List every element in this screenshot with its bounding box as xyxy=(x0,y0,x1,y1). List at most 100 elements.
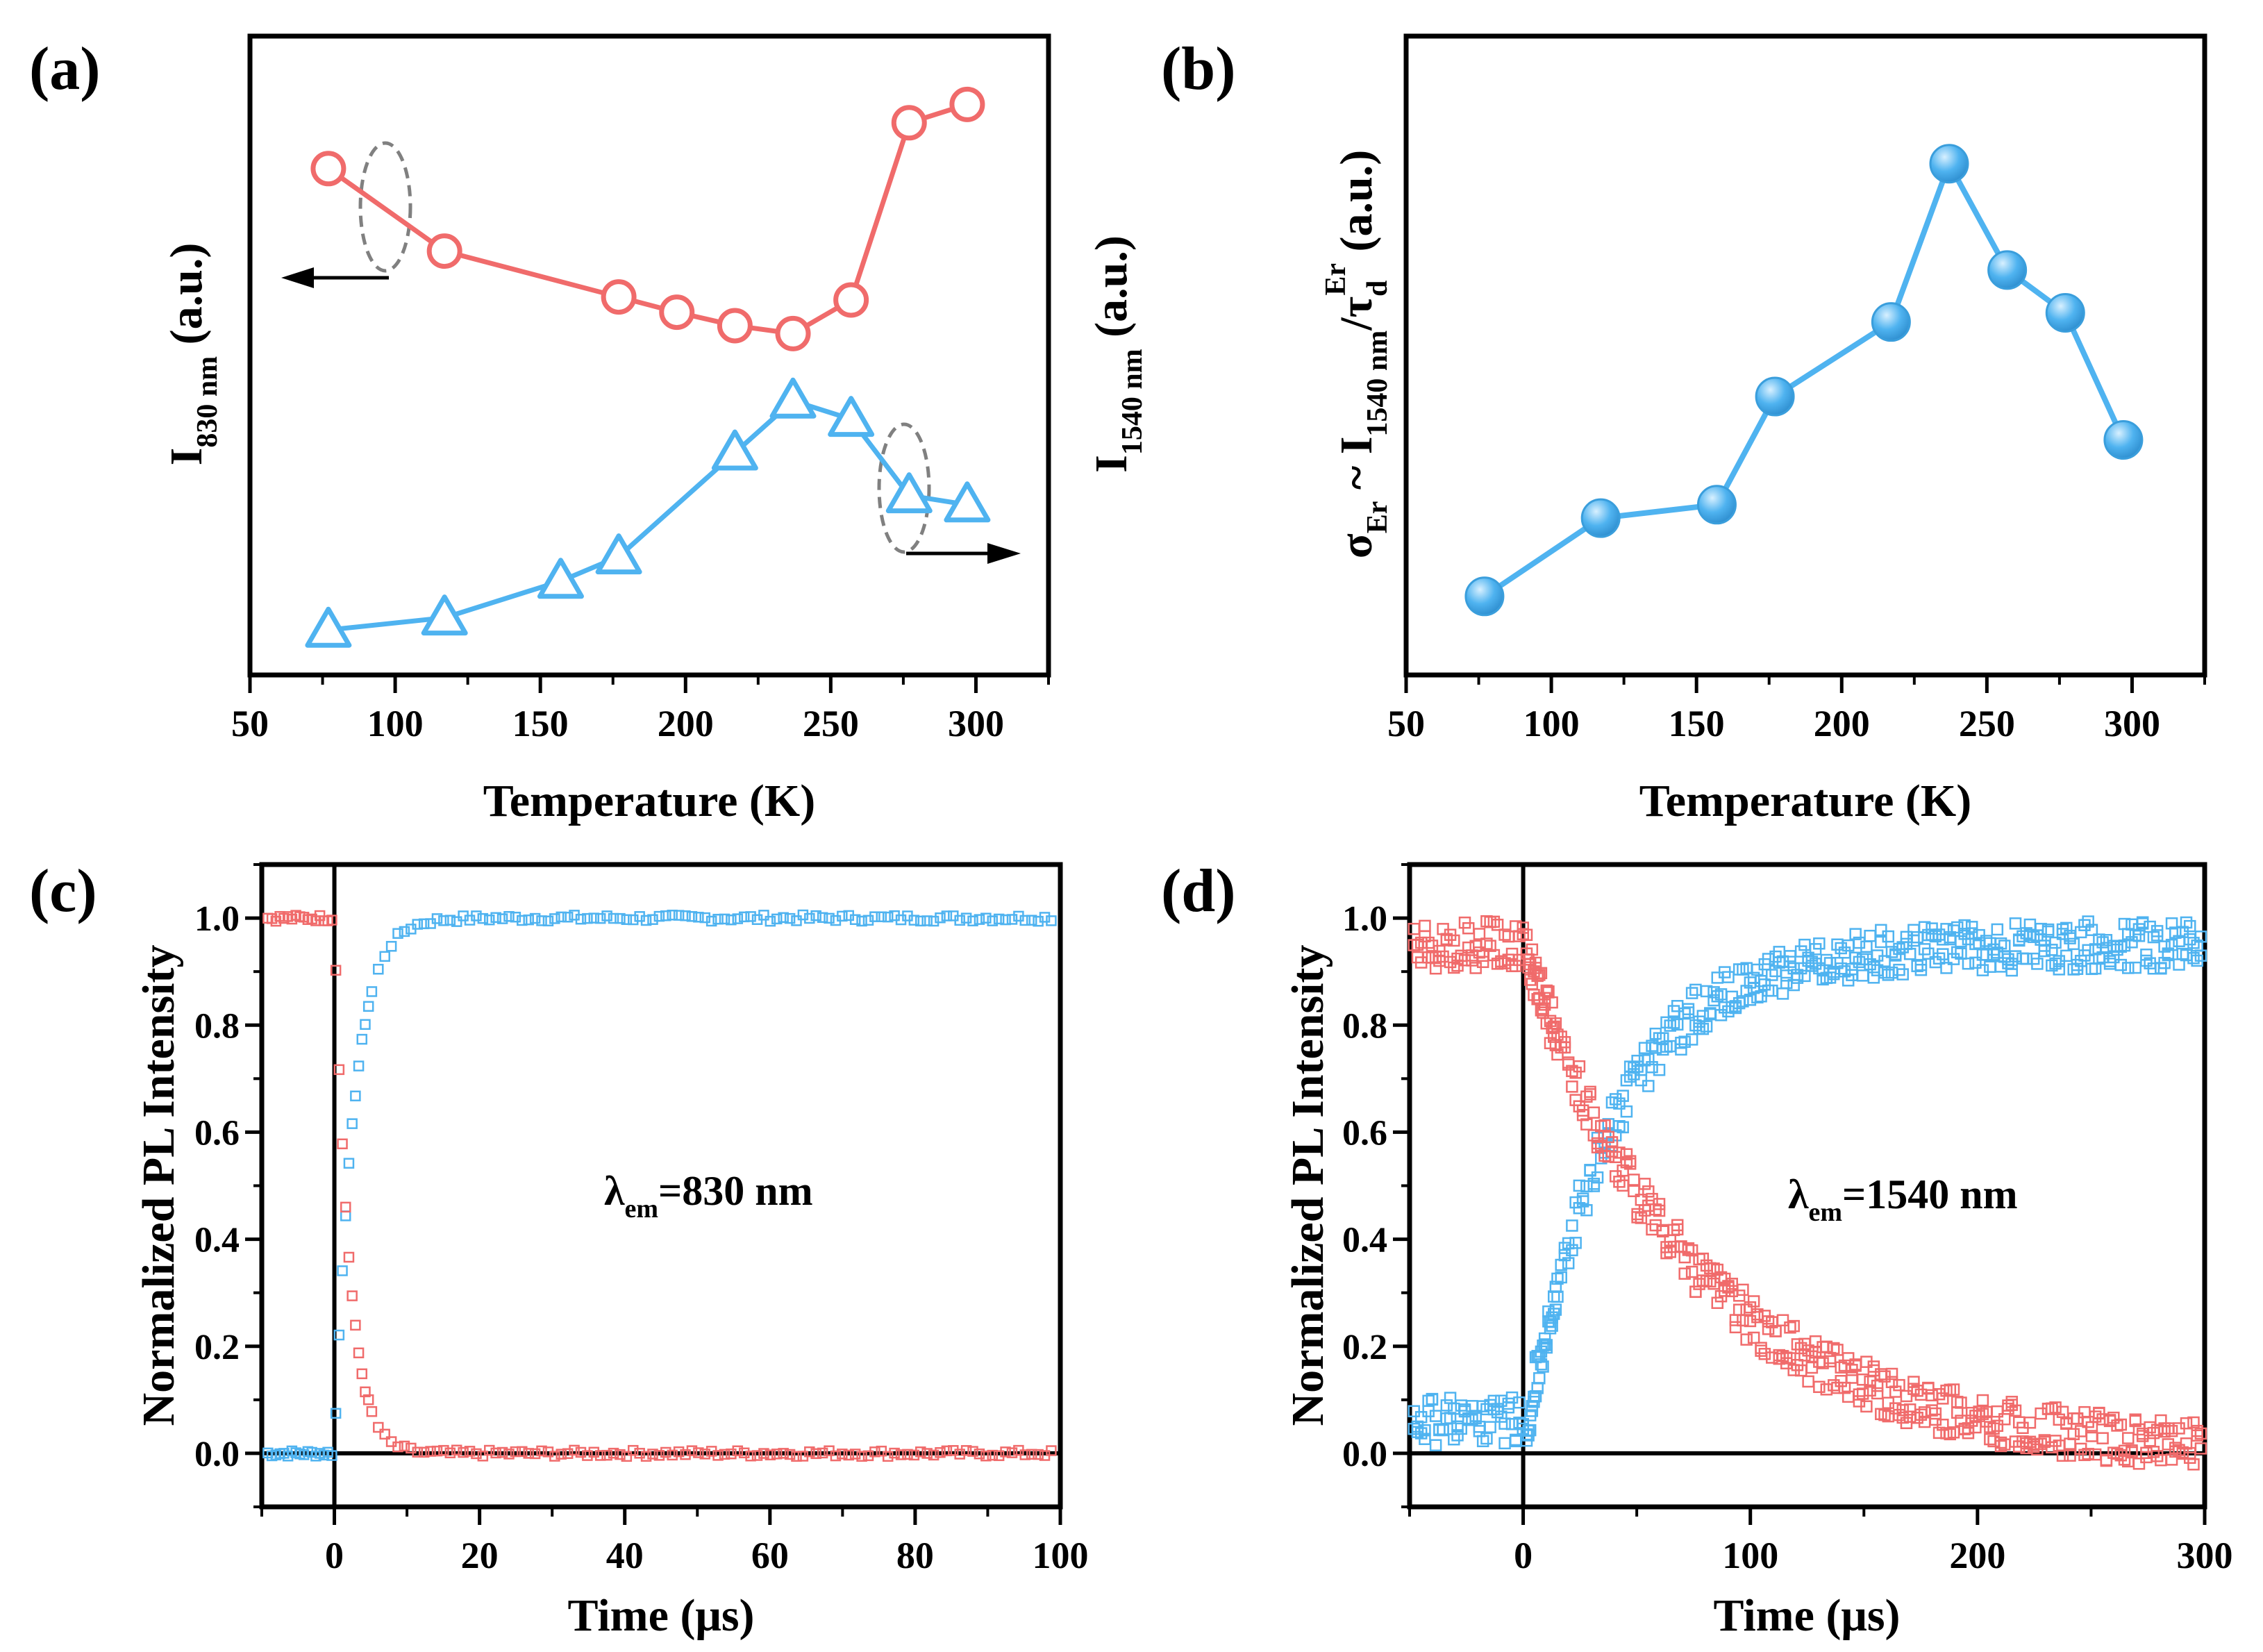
data-point xyxy=(1875,1408,1887,1421)
data-point xyxy=(2132,923,2146,935)
y-tick-label: 1.0 xyxy=(1342,899,1387,939)
data-point xyxy=(1882,930,1895,943)
data-point xyxy=(843,1449,854,1461)
data-point xyxy=(830,1450,842,1462)
plot-frame-b xyxy=(1403,33,2207,678)
y-tick-label: 0.6 xyxy=(194,1113,240,1153)
data-point xyxy=(1569,1196,1582,1209)
panel-label-a: (a) xyxy=(29,35,101,103)
series-rise-d xyxy=(1408,915,2207,1451)
data-point xyxy=(837,910,848,922)
data-point xyxy=(2002,1399,2014,1412)
data-point xyxy=(621,914,633,926)
data-point xyxy=(1755,1344,1767,1357)
data-point xyxy=(1907,924,1920,937)
data-point xyxy=(1540,1341,1553,1354)
data-point xyxy=(647,914,658,925)
data-point xyxy=(1998,1413,2011,1426)
data-point xyxy=(1653,1032,1666,1044)
data-point xyxy=(549,1451,560,1462)
data-point xyxy=(1620,1105,1633,1118)
data-point xyxy=(1856,1373,1869,1386)
data-point xyxy=(1911,960,1923,972)
data-point xyxy=(1505,960,1519,972)
data-point xyxy=(1411,938,1424,951)
data-point xyxy=(2009,950,2022,962)
data-point xyxy=(1965,921,1978,933)
data-point xyxy=(2071,1412,2084,1425)
data-point xyxy=(1623,1155,1637,1167)
data-point xyxy=(765,1449,776,1460)
y-tick-label: 0.8 xyxy=(1342,1006,1387,1046)
data-point xyxy=(503,911,515,922)
data-point xyxy=(1520,1428,1533,1441)
data-point xyxy=(1751,1308,1764,1321)
data-point xyxy=(1480,937,1493,950)
data-point xyxy=(1965,1415,1978,1427)
data-point xyxy=(1580,1118,1593,1130)
x-tick-label: 100 xyxy=(367,703,424,744)
data-point xyxy=(1820,1383,1833,1396)
data-point xyxy=(1419,919,1431,933)
data-point xyxy=(330,1408,342,1419)
data-point xyxy=(1537,1339,1549,1352)
data-point xyxy=(1531,969,1544,983)
data-point xyxy=(2071,958,2084,971)
data-point xyxy=(1937,1392,1949,1405)
data-point xyxy=(1502,1397,1515,1410)
x-axis-label-d: Time (μs) xyxy=(1714,1590,1901,1641)
data-point xyxy=(1776,987,1789,1000)
data-point xyxy=(1871,1379,1884,1392)
data-point xyxy=(915,915,926,927)
data-point xyxy=(1991,1405,2004,1418)
data-point xyxy=(1711,1296,1724,1309)
data-point xyxy=(2009,917,2022,930)
data-point xyxy=(1609,1093,1622,1105)
data-point xyxy=(1729,1321,1742,1334)
data-point xyxy=(517,915,528,926)
data-point xyxy=(1903,948,1917,960)
data-point xyxy=(967,1446,978,1457)
data-point xyxy=(608,912,619,924)
data-point xyxy=(412,1446,423,1458)
data-point xyxy=(621,1451,633,1462)
data-point xyxy=(2074,1442,2087,1455)
data-point xyxy=(1828,1342,1840,1355)
x-tick-label: 100 xyxy=(1722,1535,1778,1576)
data-point xyxy=(797,909,809,921)
y-tick-label: 0.8 xyxy=(194,1006,240,1046)
data-point xyxy=(1517,921,1529,934)
data-point xyxy=(1464,576,1505,617)
data-point xyxy=(2169,1445,2182,1458)
data-point xyxy=(1842,939,1855,952)
data-point xyxy=(1689,1285,1702,1299)
data-point xyxy=(1584,1164,1596,1176)
data-point xyxy=(471,1448,482,1460)
data-point xyxy=(510,911,521,923)
data-point xyxy=(711,429,758,471)
data-point xyxy=(1646,1061,1658,1074)
data-point xyxy=(935,912,946,924)
data-point xyxy=(1940,1427,1953,1440)
data-point xyxy=(1875,924,1887,937)
guide-ellipse-left xyxy=(358,141,412,273)
data-point xyxy=(1700,985,1713,998)
data-point xyxy=(1689,983,1702,996)
data-point xyxy=(601,910,612,921)
data-point xyxy=(1487,949,1501,962)
data-point xyxy=(732,1445,744,1457)
data-point xyxy=(496,1446,508,1458)
data-point xyxy=(1798,938,1811,951)
data-point xyxy=(2140,954,2153,967)
data-point xyxy=(1689,1285,1702,1298)
data-point xyxy=(2005,1396,2019,1408)
data-point xyxy=(1520,928,1533,942)
data-point xyxy=(1584,1085,1596,1099)
data-point xyxy=(2180,916,2193,929)
data-point xyxy=(1871,302,1911,342)
data-point xyxy=(1973,1405,1985,1418)
data-point xyxy=(1569,1237,1582,1249)
x-tick-label: 150 xyxy=(1669,703,1725,744)
data-point xyxy=(1558,1036,1571,1049)
data-point xyxy=(1671,1000,1684,1012)
